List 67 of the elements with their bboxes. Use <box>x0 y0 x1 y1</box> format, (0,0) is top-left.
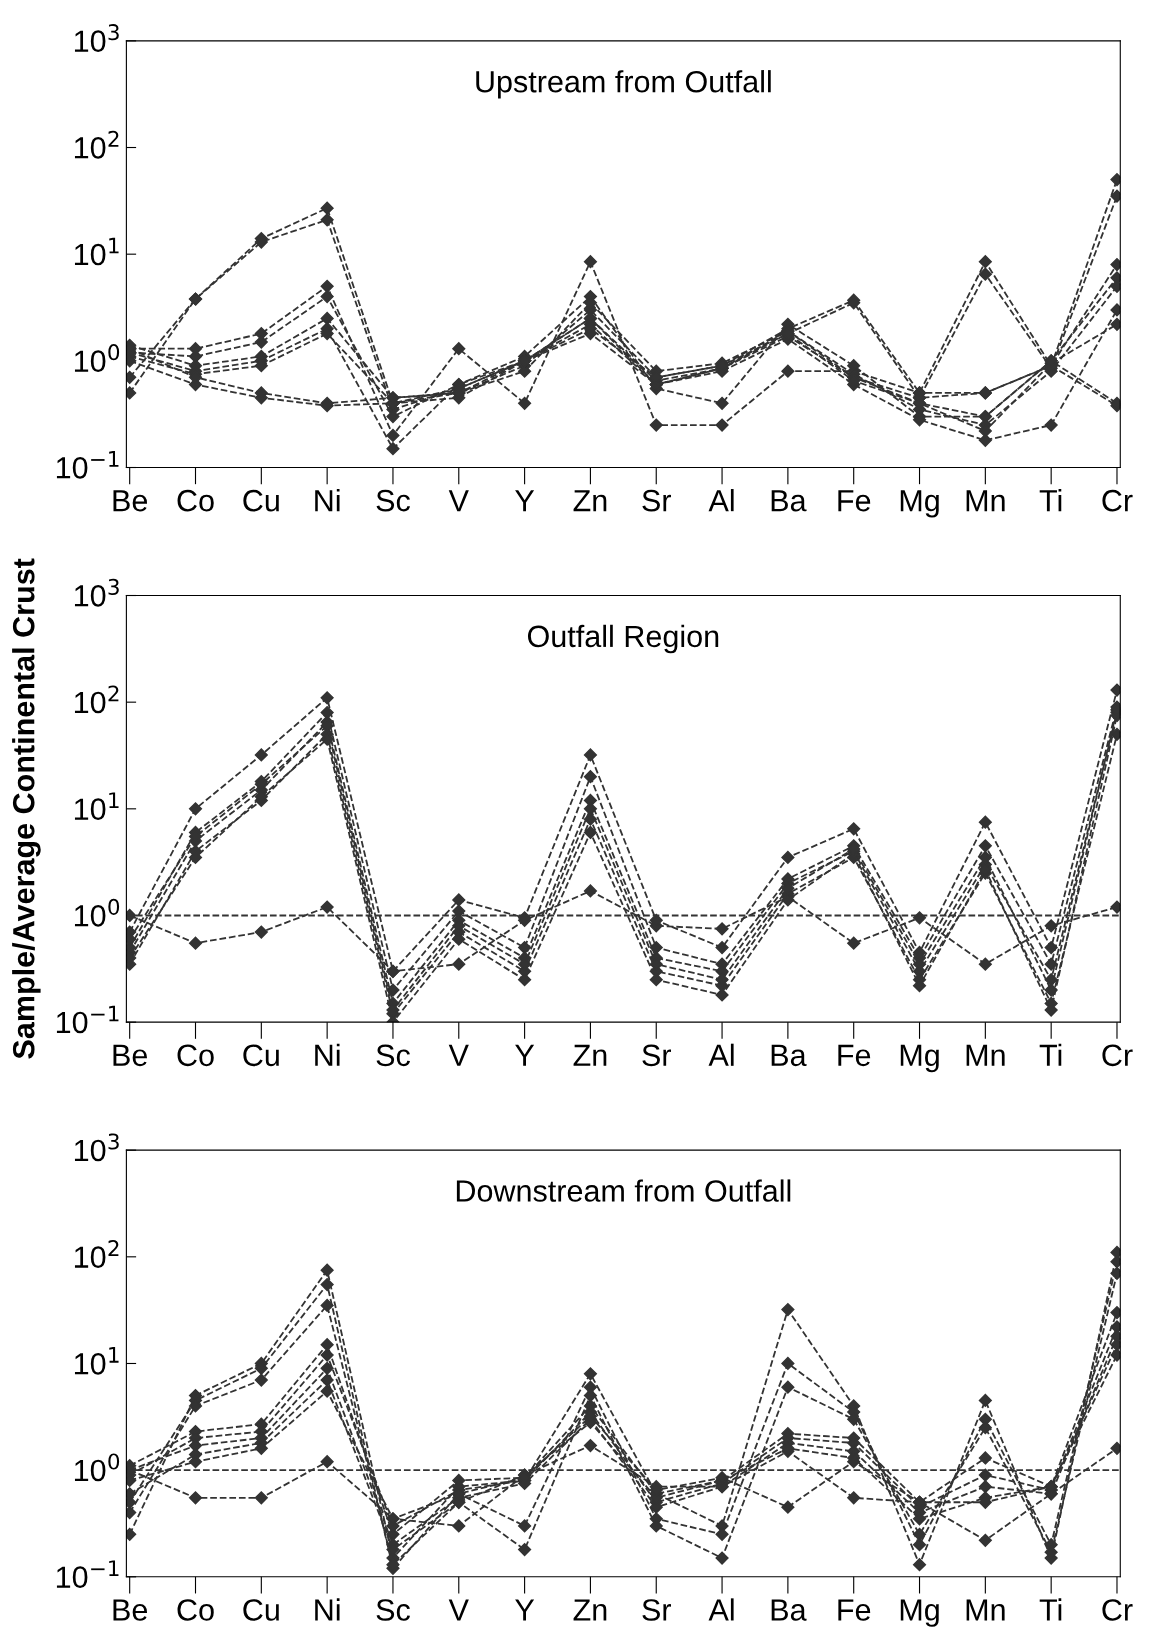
y-tick-label: 10$^{2}$ <box>74 130 119 159</box>
x-tick-label: V <box>448 490 469 512</box>
x-tick-label: Fe <box>838 1599 871 1621</box>
y-tick-label: 10$^{−1}$ <box>56 1560 119 1588</box>
x-tick-label: Zn <box>573 1599 607 1621</box>
y-tick-label: 10$^{0}$ <box>74 344 120 372</box>
x-tick-label: Cr <box>1102 489 1133 512</box>
x-tick-label: Sr <box>642 1599 672 1621</box>
x-tick-label: Cu <box>243 1044 279 1067</box>
x-tick-label: Co <box>177 1599 214 1621</box>
x-tick-label: Al <box>708 1043 734 1066</box>
x-tick-label: Y <box>515 1599 535 1621</box>
text: Upstream from Outfall <box>476 70 771 99</box>
x-tick-label: Y <box>515 1044 535 1066</box>
x-tick-label: Ni <box>315 489 340 512</box>
y-tick-label: 10$^{1}$ <box>74 792 119 820</box>
y-tick-label: 10$^{3}$ <box>74 1133 119 1162</box>
x-tick-label: Al <box>708 489 734 512</box>
x-tick-label: Sc <box>376 1044 410 1067</box>
x-tick-label: Mn <box>966 490 1005 512</box>
x-tick-label: Ti <box>1039 489 1062 512</box>
x-tick-label: Sr <box>642 1044 672 1067</box>
x-tick-label: Sc <box>376 489 410 512</box>
x-tick-label: Ti <box>1039 1598 1062 1621</box>
x-tick-label: Ni <box>315 1598 340 1621</box>
x-tick-label: Be <box>113 490 148 512</box>
x-tick-label: Mg <box>900 1044 939 1073</box>
x-tick-label: Zn <box>573 1044 607 1066</box>
x-tick-label: Cr <box>1102 1044 1133 1067</box>
y-tick-label: 10$^{3}$ <box>74 24 119 52</box>
x-tick-label: Sc <box>376 1599 410 1621</box>
x-tick-label: Co <box>177 489 214 512</box>
y-tick-label: 10$^{0}$ <box>74 898 120 927</box>
x-tick-label: Fe <box>838 490 871 512</box>
x-tick-label: Cu <box>243 1599 279 1621</box>
x-tick-label: Ba <box>771 1599 807 1621</box>
x-tick-label: Ba <box>771 490 807 512</box>
x-tick-label: Ba <box>771 1044 807 1067</box>
y-tick-label: 10$^{−1}$ <box>56 451 119 479</box>
y-tick-label: 10$^{2}$ <box>74 685 119 714</box>
x-tick-label: Be <box>113 1044 148 1067</box>
y-tick-label: 10$^{−1}$ <box>56 1005 119 1034</box>
y-axis-title: Sample/Average Continental Crust <box>12 558 41 1059</box>
text: Downstream from Outfall <box>456 1179 791 1202</box>
x-tick-label: Co <box>177 1044 214 1067</box>
x-tick-label: Ti <box>1039 1043 1062 1066</box>
x-tick-label: Fe <box>838 1044 871 1067</box>
y-tick-label: 10$^{0}$ <box>74 1453 120 1482</box>
x-tick-label: Y <box>515 490 535 512</box>
x-tick-label: Sr <box>642 489 672 512</box>
y-tick-label: 10$^{1}$ <box>74 237 119 266</box>
y-tick-label: 10$^{1}$ <box>74 1347 119 1375</box>
x-tick-label: Mg <box>900 1599 939 1627</box>
x-tick-label: Al <box>708 1598 734 1621</box>
y-tick-label: 10$^{3}$ <box>74 578 119 607</box>
x-tick-label: V <box>448 1599 469 1621</box>
x-tick-label: Be <box>113 1599 148 1621</box>
x-tick-label: Zn <box>573 490 607 512</box>
x-tick-label: Mg <box>900 490 939 518</box>
x-tick-label: Mn <box>966 1599 1005 1621</box>
x-tick-label: Cu <box>243 489 279 512</box>
x-tick-label: Ni <box>315 1043 340 1066</box>
x-tick-label: V <box>448 1044 469 1066</box>
x-tick-label: Mn <box>966 1044 1005 1066</box>
text: Outfall Region <box>527 624 719 654</box>
x-tick-label: Cr <box>1102 1599 1133 1621</box>
y-tick-label: 10$^{2}$ <box>74 1240 119 1268</box>
